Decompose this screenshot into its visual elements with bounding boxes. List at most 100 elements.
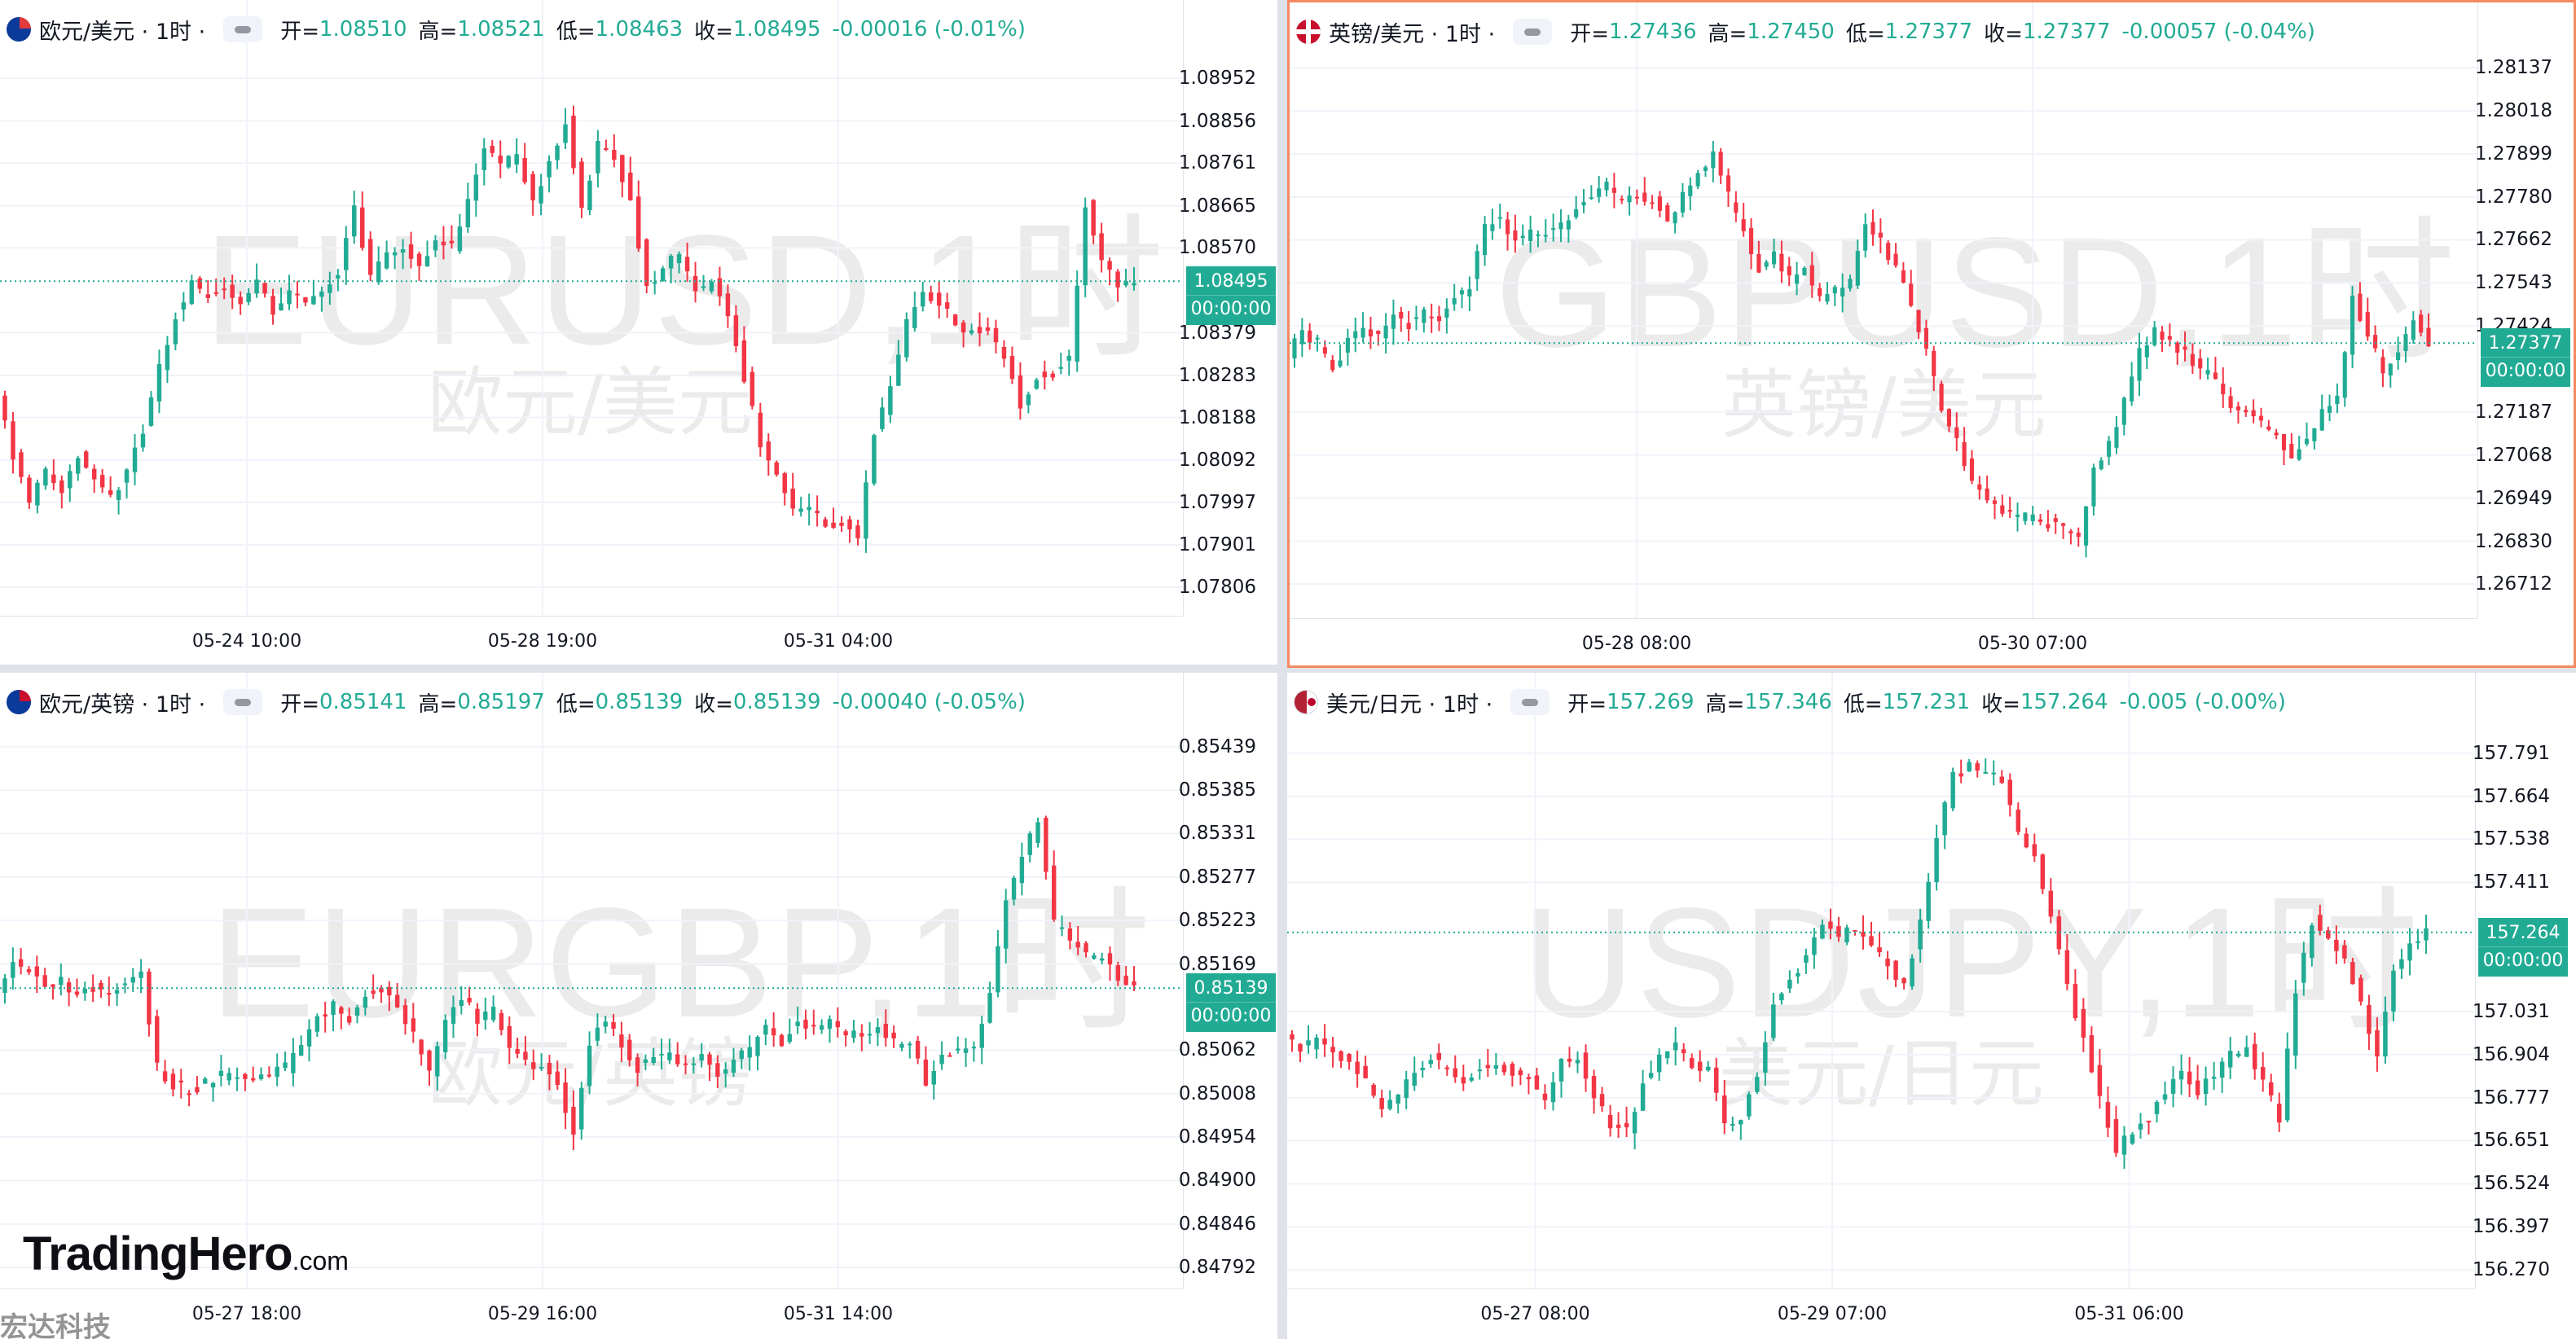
- candle: [2227, 1036, 2233, 1079]
- candle: [985, 317, 991, 336]
- candle: [1583, 1044, 1589, 1092]
- candle-body: [1518, 1070, 1523, 1076]
- price-axis[interactable]: 0.85439 0.85385 0.85331 0.85277 0.85223 0.851…: [1179, 673, 1277, 1289]
- candle: [2213, 356, 2218, 380]
- time-tick-label: 05-30 07:00: [1977, 634, 2088, 654]
- candle-body: [766, 441, 771, 461]
- candle-body: [787, 1034, 793, 1043]
- candle-body: [82, 989, 88, 994]
- candle-body: [1648, 1073, 1654, 1078]
- candle-body: [2244, 410, 2249, 413]
- candle-body: [132, 447, 138, 472]
- symbol-label[interactable]: 美元/日元 · 1时 ·: [1326, 691, 1493, 718]
- candle: [1954, 412, 1959, 451]
- candle: [2016, 802, 2021, 836]
- candle-body: [691, 1063, 697, 1065]
- time-axis[interactable]: 05-28 08:00 05-30 07:00: [1290, 618, 2477, 665]
- candle-body: [676, 253, 682, 264]
- candle-body: [1763, 1042, 1768, 1073]
- candle: [1861, 915, 1866, 950]
- candle: [2162, 1081, 2168, 1104]
- candle-body: [758, 412, 763, 448]
- symbol-label[interactable]: 欧元/英镑 · 1时 ·: [39, 691, 206, 718]
- candle-body: [1566, 220, 1571, 230]
- plot-area[interactable]: [0, 673, 1183, 1289]
- candle: [1429, 303, 1434, 333]
- time-axis[interactable]: 05-27 18:00 05-29 16:00 05-31 14:00: [0, 1289, 1183, 1337]
- last-price: 1.27377: [2481, 328, 2570, 358]
- price-tick-label: 157.664: [2472, 785, 2550, 807]
- candle-body: [2380, 357, 2385, 374]
- plot-area[interactable]: [1290, 2, 2477, 618]
- candle: [2289, 432, 2294, 459]
- candle-body: [2121, 397, 2126, 425]
- candle-body: [2114, 427, 2119, 448]
- chart-panel-eurusd[interactable]: EURUSD,1时 欧元/美元 欧元/美元 · 1时 · 开= 1.08510 高…: [0, 0, 1277, 665]
- candle: [323, 1001, 327, 1033]
- candle: [298, 1035, 304, 1056]
- candle-body: [2007, 779, 2013, 806]
- time-axis[interactable]: 05-24 10:00 05-28 19:00 05-31 04:00: [0, 616, 1183, 665]
- candle: [419, 1038, 424, 1066]
- candle-body: [1292, 338, 1297, 358]
- price-tick-label: 157.411: [2472, 871, 2550, 893]
- brand-logo: TradingHero.com: [23, 1227, 349, 1281]
- visibility-toggle-icon[interactable]: [223, 689, 263, 715]
- plot-area[interactable]: [0, 0, 1183, 616]
- visibility-toggle-icon[interactable]: [1510, 689, 1550, 715]
- chart-panel-eurgbp[interactable]: EURGBP,1时 欧元/英镑 欧元/英镑 · 1时 · 开= 0.85141 高…: [0, 673, 1277, 1339]
- visibility-toggle-icon[interactable]: [223, 16, 263, 42]
- candle-body: [1673, 1042, 1678, 1051]
- candle-body: [2, 978, 7, 993]
- candle: [636, 180, 641, 252]
- candle: [170, 1069, 176, 1097]
- time-tick-label: 05-28 08:00: [1581, 634, 1692, 654]
- candle-body: [1299, 330, 1304, 345]
- candle-body: [457, 226, 463, 252]
- price-axis[interactable]: 1.08952 1.08856 1.08761 1.08665 1.08570 1.083…: [1179, 0, 1277, 616]
- candle-body: [1755, 1077, 1760, 1092]
- chart-panel-usdjpy[interactable]: USDJPY,1时 美元/日元 美元/日元 · 1时 · 开= 157.269 高…: [1287, 673, 2576, 1339]
- price-axis[interactable]: 1.28137 1.28018 1.27899 1.27780 1.27662 1.275…: [2474, 2, 2574, 618]
- candle-body: [923, 1059, 929, 1086]
- candle-body: [1308, 330, 1312, 343]
- candle-body: [587, 1045, 592, 1087]
- candle-body: [1918, 920, 1923, 950]
- symbol-label[interactable]: 欧元/美元 · 1时 ·: [39, 19, 206, 45]
- candle: [1705, 1060, 1711, 1072]
- candle-body: [481, 148, 487, 170]
- candle: [993, 319, 999, 353]
- chart-panel-gbpusd[interactable]: GBPUSD,1时 英镑/美元 英镑/美元 · 1时 · 开= 1.27436 高…: [1287, 0, 2576, 668]
- symbol-label[interactable]: 英镑/美元 · 1时 ·: [1329, 21, 1496, 47]
- candle: [2152, 321, 2157, 347]
- candle-body: [1870, 222, 1875, 235]
- candle: [2373, 325, 2378, 353]
- candle: [2121, 396, 2126, 436]
- candle-body: [59, 480, 64, 494]
- candle-body: [327, 284, 332, 293]
- candle: [1330, 355, 1335, 373]
- candle-body: [1059, 927, 1065, 929]
- candle-body: [2391, 970, 2396, 1012]
- visibility-toggle-icon[interactable]: [1513, 19, 1553, 45]
- candle: [883, 1009, 888, 1047]
- candle-body: [1673, 212, 1677, 224]
- high-value: 0.85197: [457, 690, 545, 714]
- time-axis[interactable]: 05-27 08:00 05-29 07:00 05-31 06:00: [1287, 1289, 2475, 1337]
- candle-body: [1558, 222, 1563, 230]
- candle: [354, 1004, 360, 1024]
- candle-body: [1506, 219, 1510, 235]
- candle: [1355, 1050, 1360, 1088]
- candle-body: [266, 1074, 272, 1077]
- candle-body: [339, 1007, 344, 1014]
- price-tick-label: 1.27899: [2474, 143, 2552, 165]
- price-axis[interactable]: 157.791 157.664 157.538 157.411 157.031 156.9…: [2472, 673, 2571, 1289]
- candle: [2130, 1131, 2135, 1145]
- candle-body: [467, 998, 472, 1003]
- candle-body: [1844, 927, 1849, 942]
- candle-body: [363, 996, 368, 1008]
- candle-body: [1396, 1094, 1400, 1104]
- candle-body: [75, 458, 81, 474]
- plot-area[interactable]: [1287, 673, 2475, 1289]
- candle: [203, 1077, 208, 1084]
